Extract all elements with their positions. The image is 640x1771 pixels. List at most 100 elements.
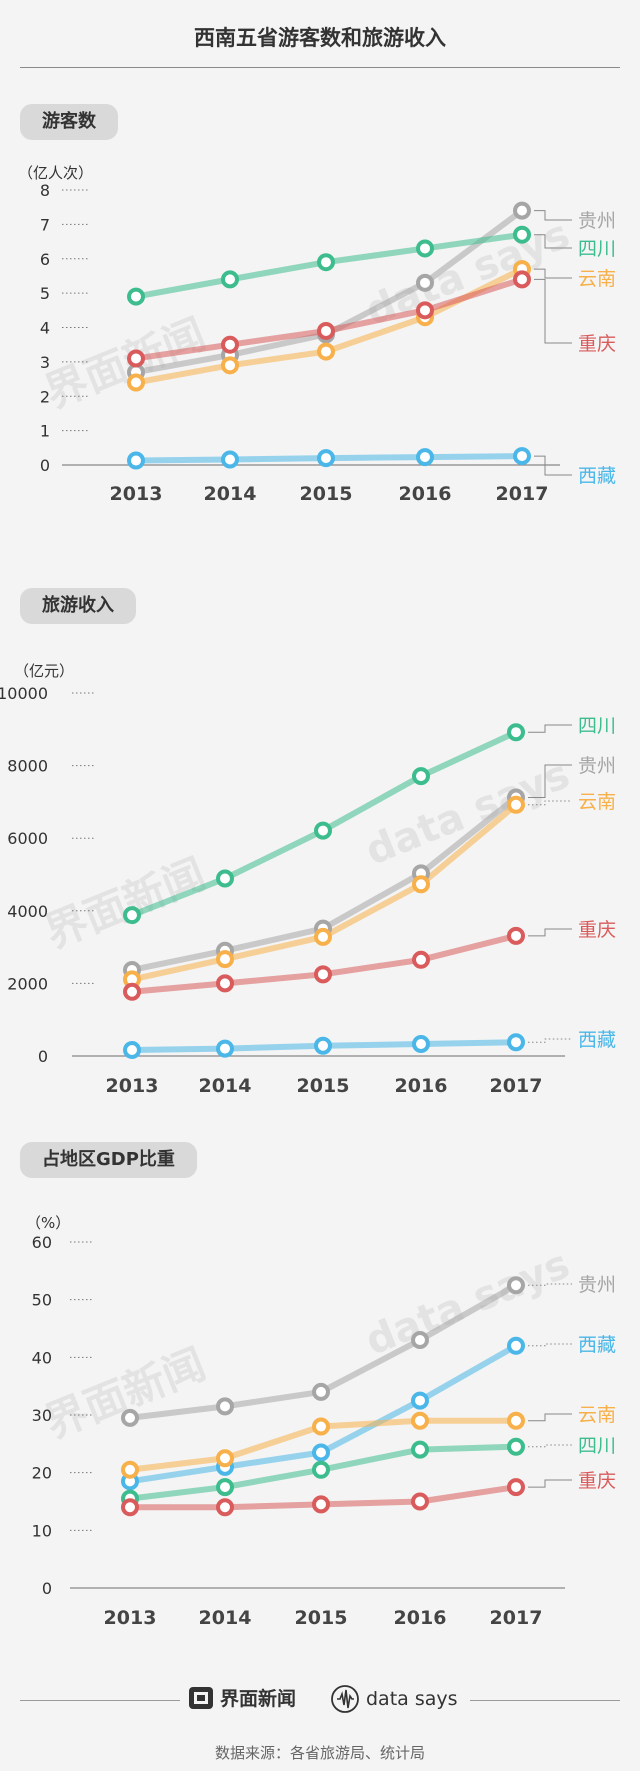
x-tick-label: 2014 xyxy=(199,1607,252,1629)
data-point-四川 xyxy=(412,767,430,786)
y-tick-label: 2 xyxy=(40,387,50,406)
data-point-重庆 xyxy=(127,349,145,368)
leader-line-云南 xyxy=(534,268,572,279)
data-point-云南 xyxy=(121,1460,139,1479)
leader-line-西藏 xyxy=(534,455,572,476)
series-label-西藏: 西藏 xyxy=(578,465,616,487)
y-tick-label: 0 xyxy=(40,456,50,475)
x-tick-label: 2017 xyxy=(496,483,549,505)
series-label-云南: 云南 xyxy=(578,791,616,813)
data-point-贵州 xyxy=(216,1397,234,1416)
x-tick-label: 2013 xyxy=(104,1607,157,1629)
data-point-西藏 xyxy=(507,1336,525,1355)
leader-line-四川 xyxy=(528,1444,572,1448)
data-point-贵州 xyxy=(513,201,531,220)
leader-line-四川 xyxy=(528,724,572,733)
x-tick-label: 2015 xyxy=(300,483,353,505)
data-point-四川 xyxy=(216,869,234,888)
data-point-四川 xyxy=(312,1460,330,1479)
data-point-重庆 xyxy=(121,1498,139,1517)
data-point-云南 xyxy=(221,356,239,375)
data-point-西藏 xyxy=(314,1036,332,1055)
series-label-贵州: 贵州 xyxy=(578,755,616,777)
section-label-revenue: 旅游收入 xyxy=(20,588,136,624)
footer-divider-left xyxy=(20,1700,180,1701)
data-point-四川 xyxy=(123,906,141,925)
x-tick-label: 2016 xyxy=(399,483,452,505)
y-tick-label: 4 xyxy=(40,319,50,338)
data-point-重庆 xyxy=(221,335,239,354)
data-point-云南 xyxy=(507,1411,525,1430)
y-tick-label: 40 xyxy=(32,1348,52,1367)
data-point-西藏 xyxy=(411,1391,429,1410)
y-tick-label: 6 xyxy=(40,250,50,269)
data-point-西藏 xyxy=(513,447,531,466)
data-point-云南 xyxy=(412,875,430,894)
title-divider xyxy=(20,67,620,68)
leader-line-四川 xyxy=(534,234,572,249)
y-tick-label: 50 xyxy=(32,1291,52,1310)
footer-says-label: data says xyxy=(366,1688,458,1710)
footer-brand: 界面新闻 xyxy=(188,1684,296,1711)
data-point-四川 xyxy=(507,723,525,742)
series-label-重庆: 重庆 xyxy=(578,333,616,355)
gdp-share-line-chart: 0 10 20 30 40 50 60 2013 2014 2015 2016 2017 贵州西藏云南四… xyxy=(32,1233,616,1629)
series-label-四川: 四川 xyxy=(578,715,616,737)
x-tick-label: 2016 xyxy=(395,1075,448,1097)
data-point-重庆 xyxy=(312,1495,330,1514)
data-point-贵州 xyxy=(416,273,434,292)
data-point-贵州 xyxy=(411,1331,429,1350)
y-tick-label: 5 xyxy=(40,284,50,303)
data-point-四川 xyxy=(216,1478,234,1497)
revenue-line-chart: 0 2000 4000 6000 8000 10000 2013 2014 2015 2016 20… xyxy=(0,684,616,1097)
data-point-西藏 xyxy=(216,1039,234,1058)
y-tick-label: 30 xyxy=(32,1406,52,1425)
y-tick-label: 60 xyxy=(32,1233,52,1252)
x-tick-label: 2017 xyxy=(490,1075,543,1097)
y-axis-unit-revenue: （亿元） xyxy=(14,662,75,680)
data-point-云南 xyxy=(317,342,335,361)
data-point-重庆 xyxy=(416,301,434,320)
data-point-四川 xyxy=(416,239,434,258)
x-tick-label: 2014 xyxy=(199,1075,252,1097)
data-point-重庆 xyxy=(216,974,234,993)
x-tick-label: 2016 xyxy=(394,1607,447,1629)
x-tick-label: 2015 xyxy=(295,1607,348,1629)
leader-line-贵州 xyxy=(528,764,572,799)
jiemian-logo-icon xyxy=(189,1686,213,1709)
data-point-云南 xyxy=(127,373,145,392)
x-tick-label: 2017 xyxy=(490,1607,543,1629)
data-point-云南 xyxy=(314,927,332,946)
series-label-西藏: 西藏 xyxy=(578,1029,616,1051)
data-point-重庆 xyxy=(412,950,430,969)
data-point-贵州 xyxy=(507,1276,525,1295)
data-point-西藏 xyxy=(312,1443,330,1462)
y-tick-label: 0 xyxy=(38,1047,48,1066)
y-tick-label: 8 xyxy=(40,181,50,200)
data-point-西藏 xyxy=(317,449,335,468)
y-tick-label: 8000 xyxy=(7,757,48,776)
leader-line-重庆 xyxy=(528,1479,572,1488)
leader-line-云南 xyxy=(528,800,572,806)
section-label-tourists: 游客数 xyxy=(20,104,118,140)
data-point-重庆 xyxy=(314,965,332,984)
waveform-icon xyxy=(331,1685,359,1713)
y-tick-label: 6000 xyxy=(7,829,48,848)
series-label-贵州: 贵州 xyxy=(578,1274,616,1296)
leader-line-西藏 xyxy=(528,1343,572,1347)
series-label-云南: 云南 xyxy=(578,1404,616,1426)
leader-line-西藏 xyxy=(528,1038,572,1043)
data-source: 数据来源：各省旅游局、统计局 xyxy=(214,1744,425,1762)
data-point-重庆 xyxy=(317,321,335,340)
series-label-云南: 云南 xyxy=(578,268,616,290)
data-point-西藏 xyxy=(127,451,145,470)
leader-line-贵州 xyxy=(528,1283,572,1286)
y-tick-label: 10 xyxy=(32,1521,52,1540)
data-point-四川 xyxy=(317,253,335,272)
leader-line-贵州 xyxy=(534,210,572,221)
data-point-重庆 xyxy=(216,1498,234,1517)
data-point-云南 xyxy=(411,1411,429,1430)
data-point-云南 xyxy=(507,795,525,814)
data-point-云南 xyxy=(216,1449,234,1468)
data-point-西藏 xyxy=(412,1034,430,1053)
